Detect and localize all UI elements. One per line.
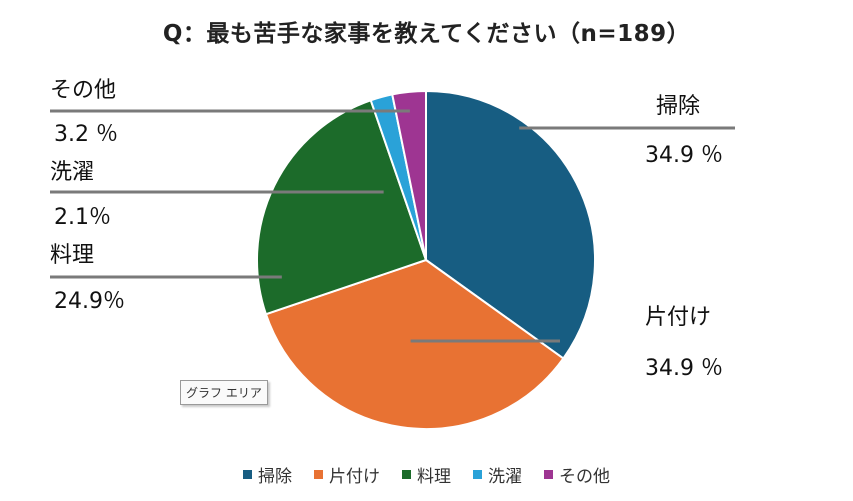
label-value-1: 34.9 ％ [645,356,723,381]
label-category-2: 料理 [50,243,95,268]
legend-swatch [544,470,553,479]
legend-label: 片付け [329,467,380,487]
legend-item: 洗濯 [473,462,522,487]
legend: 掃除 片付け 料理 洗濯 その他 [0,462,853,487]
label-value-4: 3.2 ％ [54,122,118,147]
pie-slice-1 [264,258,565,430]
legend-label: 掃除 [258,467,292,487]
label-category-0: 掃除 [656,94,701,119]
label-category-3: 洗濯 [50,160,95,185]
legend-swatch [243,470,252,479]
label-value-0: 34.9 ％ [645,143,723,168]
legend-item: 料理 [402,462,451,487]
legend-swatch [402,470,411,479]
legend-swatch [473,470,482,479]
legend-swatch [314,470,323,479]
label-value-2: 24.9％ [54,289,125,314]
label-category-4: その他 [50,78,117,103]
legend-label: 洗濯 [488,467,522,487]
pie-slice-4 [391,89,427,261]
chart-area-tooltip: グラフ エリア [180,380,268,405]
legend-item: その他 [544,462,610,487]
pie-slice-0 [425,89,596,360]
label-category-1: 片付け [645,305,712,330]
legend-label: 料理 [417,467,451,487]
legend-label: その他 [559,467,610,487]
legend-item: 掃除 [243,462,292,487]
label-value-3: 2.1％ [54,205,111,230]
pie-slice-2 [256,99,428,316]
chart-title: Q：最も苦手な家事を教えてください（n=189） [162,21,691,47]
legend-item: 片付け [314,462,380,487]
